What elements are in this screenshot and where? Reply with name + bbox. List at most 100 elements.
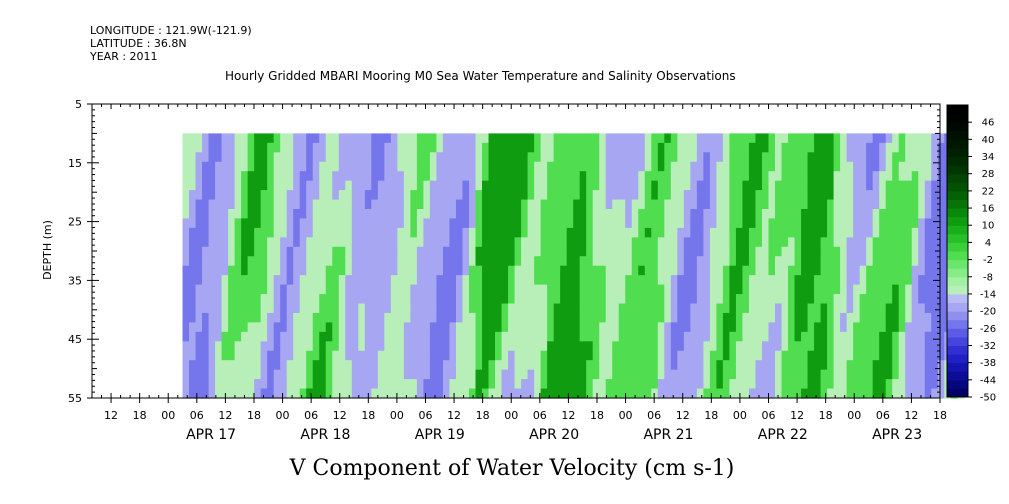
heatmap-cell bbox=[495, 350, 503, 361]
heatmap-cell bbox=[651, 294, 659, 305]
heatmap-cell bbox=[768, 275, 776, 286]
heatmap-cell bbox=[631, 341, 639, 352]
heatmap-cell bbox=[566, 237, 574, 248]
heatmap-cell bbox=[410, 209, 418, 220]
heatmap-cell bbox=[280, 227, 288, 238]
heatmap-cell bbox=[280, 331, 288, 342]
heatmap-cell bbox=[423, 312, 431, 323]
heatmap-cell bbox=[247, 379, 255, 390]
heatmap-cell bbox=[651, 265, 659, 276]
heatmap-cell bbox=[267, 341, 275, 352]
heatmap-cell bbox=[299, 294, 307, 305]
heatmap-cell bbox=[397, 133, 405, 144]
heatmap-cell bbox=[182, 190, 190, 201]
heatmap-cell bbox=[898, 294, 906, 305]
heatmap-cell bbox=[442, 133, 451, 144]
heatmap-cell bbox=[254, 388, 262, 399]
heatmap-cell bbox=[709, 190, 718, 201]
heatmap-cell bbox=[761, 152, 770, 163]
heatmap-cell bbox=[586, 256, 594, 267]
heatmap-cell bbox=[664, 218, 672, 229]
heatmap-cell bbox=[312, 209, 320, 220]
heatmap-cell bbox=[371, 294, 379, 305]
heatmap-cell bbox=[931, 209, 939, 220]
heatmap-cell bbox=[566, 369, 574, 380]
heatmap-cell bbox=[299, 142, 307, 153]
heatmap-cell bbox=[690, 237, 698, 248]
heatmap-cell bbox=[371, 161, 379, 172]
heatmap-cell bbox=[429, 265, 438, 276]
heatmap-cell bbox=[488, 171, 496, 182]
heatmap-cell bbox=[670, 227, 678, 238]
heatmap-cell bbox=[840, 142, 848, 153]
heatmap-cell bbox=[442, 369, 451, 380]
heatmap-cell bbox=[840, 246, 848, 257]
heatmap-cell bbox=[345, 350, 353, 361]
heatmap-cell bbox=[325, 369, 333, 380]
heatmap-cell bbox=[911, 312, 919, 323]
heatmap-cell bbox=[423, 171, 431, 182]
heatmap-cell bbox=[319, 322, 327, 333]
heatmap-cell bbox=[898, 388, 906, 399]
heatmap-cell bbox=[638, 379, 646, 390]
heatmap-cell bbox=[703, 350, 711, 361]
heatmap-cell bbox=[735, 303, 744, 314]
heatmap-cell bbox=[254, 322, 262, 333]
heatmap-cell bbox=[846, 303, 854, 314]
heatmap-cell bbox=[299, 180, 307, 191]
heatmap-cell bbox=[840, 294, 848, 305]
heatmap-cell bbox=[495, 360, 503, 371]
heatmap-cell bbox=[221, 218, 229, 229]
heatmap-cell bbox=[202, 360, 210, 371]
heatmap-cell bbox=[338, 237, 346, 248]
heatmap-cell bbox=[716, 237, 724, 248]
heatmap-cell bbox=[410, 265, 418, 276]
x-tick-label: 18 bbox=[933, 409, 947, 422]
heatmap-cell bbox=[560, 350, 568, 361]
heatmap-cell bbox=[840, 284, 848, 295]
heatmap-cell bbox=[273, 294, 281, 305]
heatmap-cell bbox=[807, 246, 815, 257]
heatmap-cell bbox=[254, 265, 262, 276]
heatmap-cell bbox=[794, 322, 802, 333]
heatmap-cell bbox=[514, 360, 522, 371]
heatmap-cell bbox=[885, 133, 893, 144]
colorbar-swatch bbox=[947, 311, 968, 321]
heatmap-cell bbox=[215, 294, 223, 305]
heatmap-cell bbox=[495, 284, 503, 295]
heatmap-cell bbox=[827, 350, 835, 361]
heatmap-cell bbox=[202, 341, 210, 352]
heatmap-cell bbox=[885, 312, 893, 323]
heatmap-cell bbox=[351, 294, 359, 305]
heatmap-cell bbox=[182, 171, 190, 182]
heatmap-cell bbox=[781, 312, 789, 323]
heatmap-cell bbox=[371, 369, 379, 380]
heatmap-cell bbox=[195, 350, 203, 361]
heatmap-cell bbox=[182, 369, 190, 380]
heatmap-cell bbox=[449, 331, 457, 342]
heatmap-cell bbox=[260, 341, 268, 352]
heatmap-cell bbox=[722, 341, 731, 352]
heatmap-cell bbox=[482, 256, 490, 267]
heatmap-cell bbox=[325, 350, 333, 361]
heatmap-cell bbox=[436, 237, 444, 248]
heatmap-cell bbox=[827, 227, 835, 238]
heatmap-cell bbox=[202, 161, 210, 172]
heatmap-cell bbox=[540, 133, 548, 144]
heatmap-cell bbox=[709, 171, 718, 182]
heatmap-cell bbox=[553, 284, 561, 295]
heatmap-cell bbox=[299, 237, 307, 248]
heatmap-cell bbox=[475, 379, 483, 390]
heatmap-cell bbox=[182, 142, 190, 153]
heatmap-cell bbox=[299, 379, 307, 390]
heatmap-cell bbox=[514, 161, 522, 172]
heatmap-cell bbox=[228, 209, 236, 220]
heatmap-cell bbox=[638, 133, 646, 144]
heatmap-cell bbox=[234, 152, 242, 163]
heatmap-cell bbox=[436, 209, 444, 220]
heatmap-cell bbox=[488, 246, 496, 257]
heatmap-cell bbox=[189, 284, 197, 295]
heatmap-cell bbox=[553, 379, 561, 390]
heatmap-cell bbox=[540, 256, 548, 267]
heatmap-cell bbox=[254, 350, 262, 361]
